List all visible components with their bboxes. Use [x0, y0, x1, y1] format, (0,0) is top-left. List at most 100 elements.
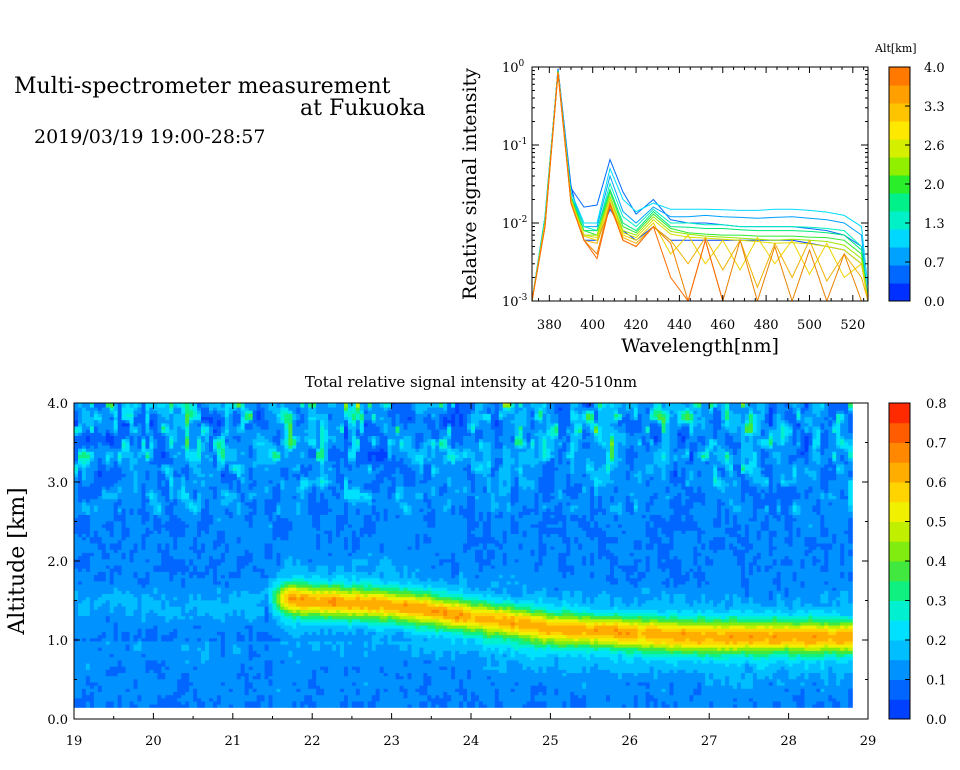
heatmap-cell — [224, 422, 230, 427]
heatmap-cell — [201, 691, 206, 696]
heatmap-cell — [129, 432, 135, 436]
heatmap-cell — [153, 460, 158, 465]
heatmap-cell — [185, 492, 190, 497]
heatmap-cell — [268, 523, 274, 528]
heatmap-cell — [145, 697, 151, 702]
heatmap-cell — [121, 482, 127, 487]
heatmap-cell — [268, 530, 274, 534]
heatmap-cell — [209, 444, 214, 449]
heatmap-cell — [248, 523, 254, 528]
heatmap-cell — [157, 448, 162, 452]
heatmap-cell — [161, 612, 166, 617]
heatmap-cell — [169, 549, 174, 553]
heatmap-cell — [101, 650, 107, 655]
heatmap-cell — [216, 504, 222, 509]
heatmap-cell — [121, 704, 127, 708]
heatmap-cell — [236, 527, 242, 531]
heatmap-cell — [213, 413, 218, 418]
heatmap-cell — [153, 615, 158, 620]
heatmap-cell — [201, 476, 206, 481]
heatmap-cell — [113, 403, 119, 408]
heatmap-cell — [149, 549, 154, 553]
heatmap-cell — [74, 602, 79, 607]
heatmap-cell — [129, 485, 135, 490]
heatmap-cell — [252, 580, 258, 585]
heatmap-cell — [232, 643, 238, 648]
heatmap-cell — [125, 467, 131, 471]
heatmap-cell — [236, 539, 242, 544]
heatmap-cell — [169, 612, 174, 617]
heatmap-cell — [232, 688, 238, 692]
heatmap-cell — [113, 555, 119, 560]
heatmap-cell — [85, 444, 91, 449]
heatmap-cell — [205, 678, 210, 683]
heatmap-cell — [205, 482, 210, 487]
heatmap-cell — [236, 700, 242, 705]
heatmap-cell — [260, 558, 266, 563]
heatmap-cell — [236, 612, 242, 617]
heatmap-cell — [78, 618, 83, 623]
heatmap-cell — [149, 615, 154, 620]
heatmap-cell — [256, 580, 262, 585]
heatmap-cell — [205, 441, 210, 446]
heatmap-cell — [137, 485, 143, 490]
heatmap-cell — [220, 678, 226, 683]
heatmap-cell — [177, 425, 182, 430]
heatmap-cell — [74, 454, 79, 459]
heatmap-cell — [117, 697, 123, 702]
heatmap-cell — [165, 467, 170, 471]
heatmap-cell — [101, 527, 107, 531]
heatmap-cell — [101, 669, 107, 673]
heatmap-cell — [149, 508, 154, 512]
heatmap-cell — [181, 416, 186, 421]
heatmap-cell — [252, 656, 258, 661]
heatmap-cell — [224, 492, 230, 497]
heatmap-cell — [169, 574, 174, 579]
heatmap-cell — [157, 536, 162, 541]
heatmap-cell — [240, 625, 246, 629]
heatmap-cell — [201, 460, 206, 465]
heatmap-cell — [240, 485, 246, 490]
heatmap-cell — [125, 574, 131, 579]
heatmap-cell — [74, 697, 79, 702]
heatmap-cell — [85, 685, 91, 689]
heatmap-cell — [216, 485, 222, 490]
heatmap-cell — [268, 631, 274, 636]
heatmap-cell — [145, 681, 151, 686]
heatmap-cell — [224, 621, 230, 626]
heatmap-cell — [85, 583, 91, 588]
heatmap-cell — [157, 587, 162, 591]
heatmap-cell — [228, 432, 234, 436]
heatmap-cell — [197, 618, 202, 623]
heatmap-cell — [177, 564, 182, 569]
heatmap-cell — [232, 561, 238, 566]
heatmap-cell — [256, 419, 262, 424]
heatmap-cell — [113, 590, 119, 594]
heatmap-cell — [133, 561, 139, 566]
heatmap-cell — [248, 555, 254, 560]
heatmap-cell — [125, 685, 131, 689]
heatmap-cell — [74, 662, 79, 667]
heatmap-cell — [209, 704, 214, 708]
heatmap-cell — [181, 542, 186, 547]
heatmap-cell — [240, 602, 246, 607]
heatmap-cell — [201, 634, 206, 639]
heatmap-cell — [220, 451, 226, 455]
heatmap-cell — [78, 435, 83, 440]
heatmap-cell — [113, 631, 119, 636]
heatmap-cell — [109, 492, 115, 497]
heatmap-cell — [216, 467, 222, 471]
heatmap-cell — [177, 546, 182, 550]
heatmap-cell — [105, 625, 111, 629]
heatmap-cell — [236, 593, 242, 598]
heatmap-cell — [81, 482, 87, 487]
heatmap-cell — [213, 590, 218, 594]
heatmap-cell — [220, 549, 226, 553]
heatmap-cell — [240, 606, 246, 610]
heatmap-cell — [244, 653, 250, 658]
heatmap-cell — [153, 678, 158, 683]
heatmap-cell — [193, 489, 198, 493]
heatmap-cell — [169, 479, 174, 484]
heatmap-cell — [248, 681, 254, 686]
heatmap-cell — [113, 577, 119, 582]
